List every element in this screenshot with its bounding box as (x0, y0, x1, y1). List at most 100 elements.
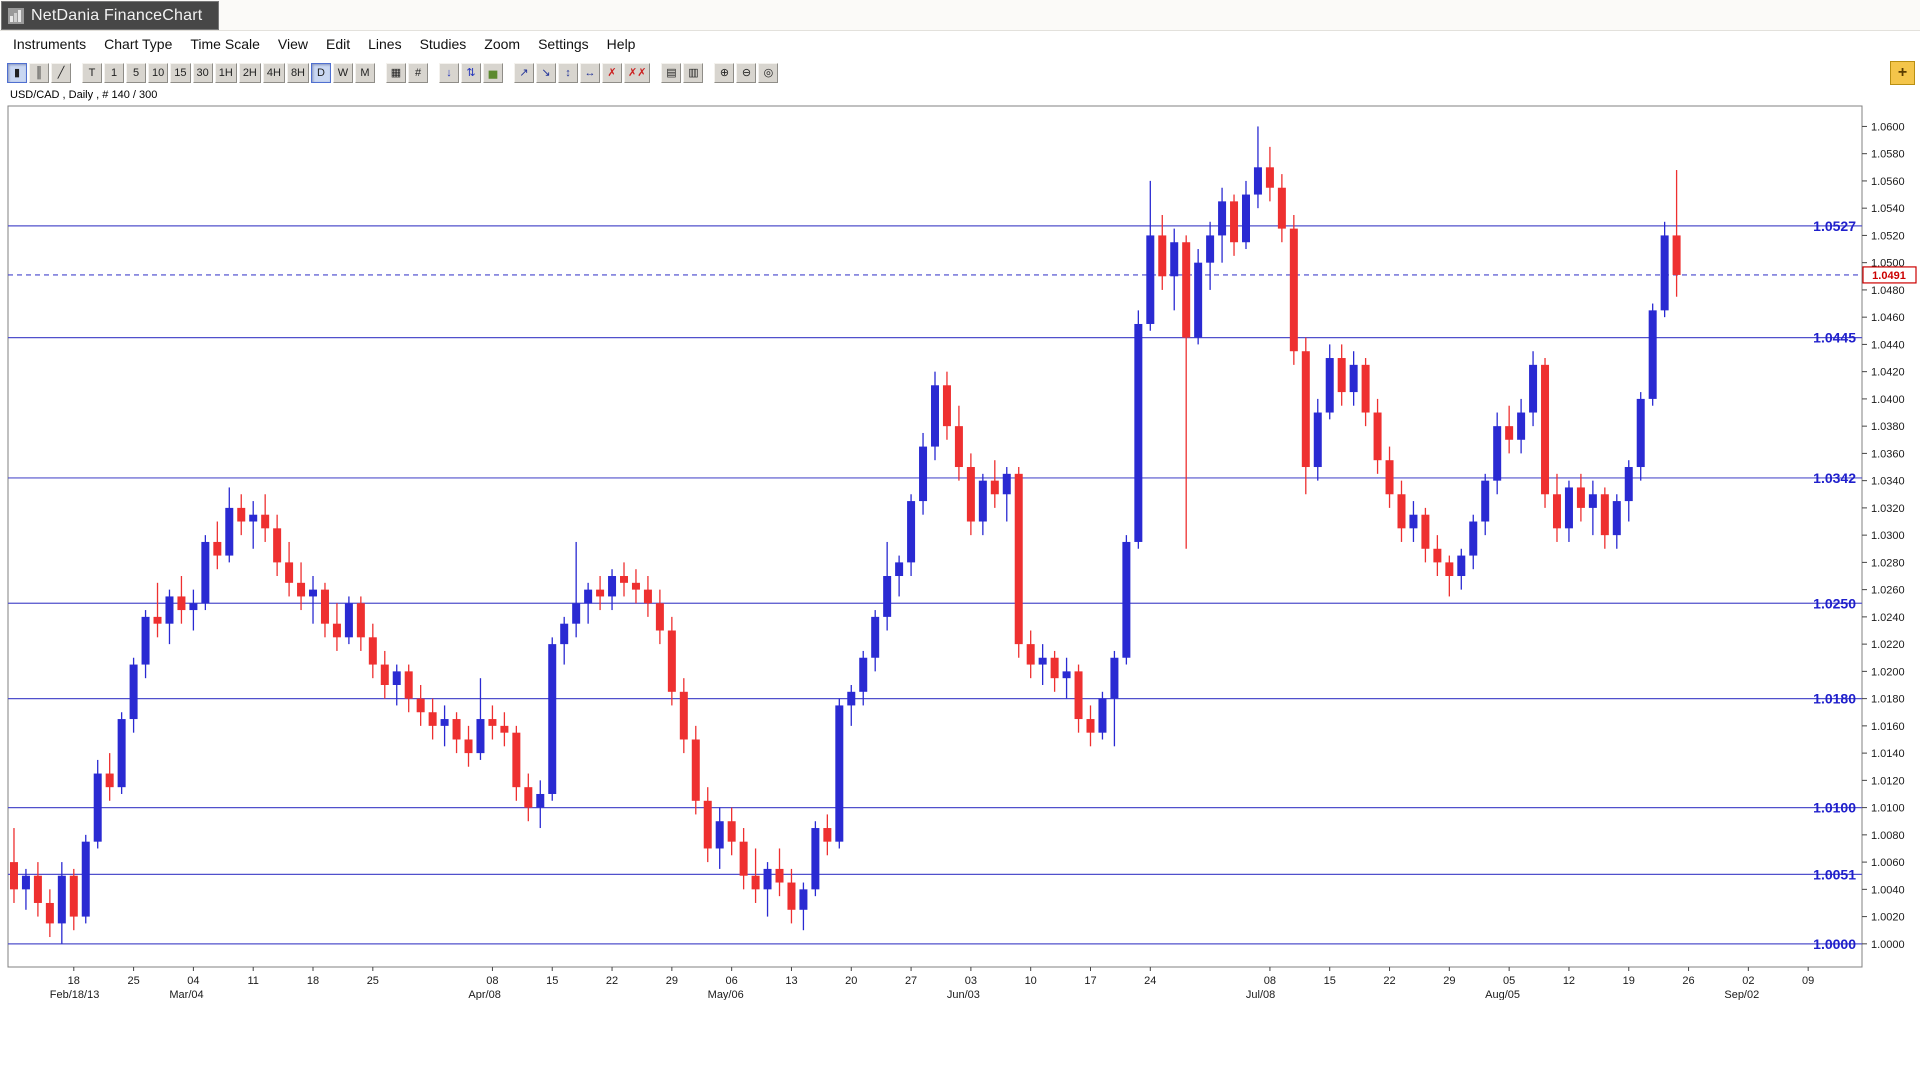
volume-study-button[interactable]: ▅ (483, 63, 503, 83)
window-title-tab[interactable]: NetDania FinanceChart (1, 1, 219, 30)
trend-line-up-button[interactable]: ↗ (514, 63, 534, 83)
delete-line-button[interactable]: ✗ (602, 63, 622, 83)
svg-text:1.0060: 1.0060 (1871, 857, 1905, 869)
vertical-line-button[interactable]: ↕ (558, 63, 578, 83)
svg-text:08: 08 (1264, 975, 1276, 987)
timescale-10m-button[interactable]: 10 (148, 63, 168, 83)
svg-text:15: 15 (546, 975, 558, 987)
svg-text:1.0080: 1.0080 (1871, 830, 1905, 842)
svg-text:18: 18 (68, 975, 80, 987)
zoom-reset-button[interactable]: ◎ (758, 63, 778, 83)
svg-text:1.0520: 1.0520 (1871, 230, 1905, 242)
svg-text:24: 24 (1144, 975, 1156, 987)
menu-studies[interactable]: Studies (411, 31, 476, 57)
price-arrow-button[interactable]: ↓ (439, 63, 459, 83)
auto-scale-button[interactable]: ⇅ (461, 63, 481, 83)
svg-text:17: 17 (1084, 975, 1096, 987)
candlestick-chart-button[interactable]: ▮ (7, 63, 27, 83)
line-chart-button[interactable]: ╱ (51, 63, 71, 83)
svg-text:1.0200: 1.0200 (1871, 666, 1905, 678)
zoom-out-button[interactable]: ⊖ (736, 63, 756, 83)
svg-text:Feb/18/13: Feb/18/13 (50, 989, 100, 1000)
timescale-4h-button[interactable]: 4H (263, 63, 285, 83)
menu-lines[interactable]: Lines (359, 31, 410, 57)
toolbar-separator (652, 73, 659, 74)
svg-text:1.0440: 1.0440 (1871, 339, 1905, 351)
svg-text:1.0120: 1.0120 (1871, 775, 1905, 787)
svg-text:10: 10 (1025, 975, 1037, 987)
svg-text:1.0580: 1.0580 (1871, 149, 1905, 161)
ohlc-bar-chart-button[interactable]: ║ (29, 63, 49, 83)
timescale-tick-button[interactable]: T (82, 63, 102, 83)
svg-text:09: 09 (1802, 975, 1814, 987)
menu-chart-type[interactable]: Chart Type (95, 31, 181, 57)
x-axis: 18Feb/18/132504Mar/0411182508Apr/0815222… (50, 967, 1815, 1000)
menu-zoom[interactable]: Zoom (475, 31, 529, 57)
svg-text:1.0460: 1.0460 (1871, 312, 1905, 324)
timescale-monthly-button[interactable]: M (355, 63, 375, 83)
svg-text:1.0600: 1.0600 (1871, 121, 1905, 133)
svg-text:1.0342: 1.0342 (1813, 470, 1856, 486)
hash-marks-button[interactable]: # (408, 63, 428, 83)
timescale-weekly-button[interactable]: W (333, 63, 353, 83)
svg-text:1.0100: 1.0100 (1813, 800, 1856, 816)
svg-text:1.0040: 1.0040 (1871, 884, 1905, 896)
svg-text:1.0051: 1.0051 (1813, 866, 1856, 882)
toolbar-separator (430, 73, 437, 74)
svg-text:Mar/04: Mar/04 (169, 989, 203, 1000)
svg-text:1.0000: 1.0000 (1813, 936, 1856, 952)
svg-text:18: 18 (307, 975, 319, 987)
timescale-1m-button[interactable]: 1 (104, 63, 124, 83)
svg-text:1.0445: 1.0445 (1813, 330, 1856, 346)
svg-text:1.0100: 1.0100 (1871, 803, 1905, 815)
svg-text:1.0240: 1.0240 (1871, 612, 1905, 624)
delete-all-lines-button[interactable]: ✗✗ (624, 63, 650, 83)
menu-help[interactable]: Help (598, 31, 645, 57)
menu-edit[interactable]: Edit (317, 31, 359, 57)
grid-toggle-button[interactable]: ▦ (386, 63, 406, 83)
zoom-in-button[interactable]: ⊕ (714, 63, 734, 83)
menu-settings[interactable]: Settings (529, 31, 598, 57)
timescale-5m-button[interactable]: 5 (126, 63, 146, 83)
svg-text:20: 20 (845, 975, 857, 987)
svg-text:Apr/08: Apr/08 (468, 989, 500, 1000)
svg-text:08: 08 (486, 975, 498, 987)
menu-time-scale[interactable]: Time Scale (181, 31, 269, 57)
print-button[interactable]: ▤ (661, 63, 681, 83)
toolbar-separator (377, 73, 384, 74)
svg-text:1.0527: 1.0527 (1813, 218, 1856, 234)
toolbar-separator (73, 73, 80, 74)
svg-text:May/06: May/06 (708, 989, 744, 1000)
current-price-marker: 1.0491 (1863, 267, 1916, 283)
timescale-8h-button[interactable]: 8H (287, 63, 309, 83)
candlestick-chart[interactable]: 1.0527 1.0445 1.0342 1.0250 1.0180 1.0100 1.00… (0, 104, 1920, 1000)
svg-text:03: 03 (965, 975, 977, 987)
plot-border (8, 106, 1862, 967)
title-bar: NetDania FinanceChart (0, 0, 1920, 31)
print-preview-button[interactable]: ▥ (683, 63, 703, 83)
svg-text:04: 04 (187, 975, 199, 987)
svg-text:19: 19 (1623, 975, 1635, 987)
timescale-30m-button[interactable]: 30 (193, 63, 213, 83)
timescale-15m-button[interactable]: 15 (170, 63, 190, 83)
menu-instruments[interactable]: Instruments (4, 31, 95, 57)
svg-text:1.0250: 1.0250 (1813, 595, 1856, 611)
trend-line-down-button[interactable]: ↘ (536, 63, 556, 83)
svg-text:1.0420: 1.0420 (1871, 367, 1905, 379)
svg-text:22: 22 (1383, 975, 1395, 987)
add-chart-button[interactable]: + (1890, 61, 1915, 85)
svg-text:27: 27 (905, 975, 917, 987)
svg-text:1.0380: 1.0380 (1871, 421, 1905, 433)
svg-text:1.0280: 1.0280 (1871, 557, 1905, 569)
svg-text:1.0000: 1.0000 (1871, 939, 1905, 951)
timescale-daily-button[interactable]: D (311, 63, 331, 83)
timescale-1h-button[interactable]: 1H (215, 63, 237, 83)
toolbar-groups: ▮║╱T151015301H2H4H8HDWM▦#↓⇅▅↗↘↕↔✗✗✗▤▥⊕⊖◎ (7, 63, 778, 83)
svg-text:25: 25 (367, 975, 379, 987)
svg-text:1.0320: 1.0320 (1871, 503, 1905, 515)
timescale-2h-button[interactable]: 2H (239, 63, 261, 83)
horizontal-line-button[interactable]: ↔ (580, 63, 600, 83)
svg-text:Jul/08: Jul/08 (1246, 989, 1275, 1000)
menu-view[interactable]: View (269, 31, 317, 57)
svg-text:1.0180: 1.0180 (1871, 694, 1905, 706)
